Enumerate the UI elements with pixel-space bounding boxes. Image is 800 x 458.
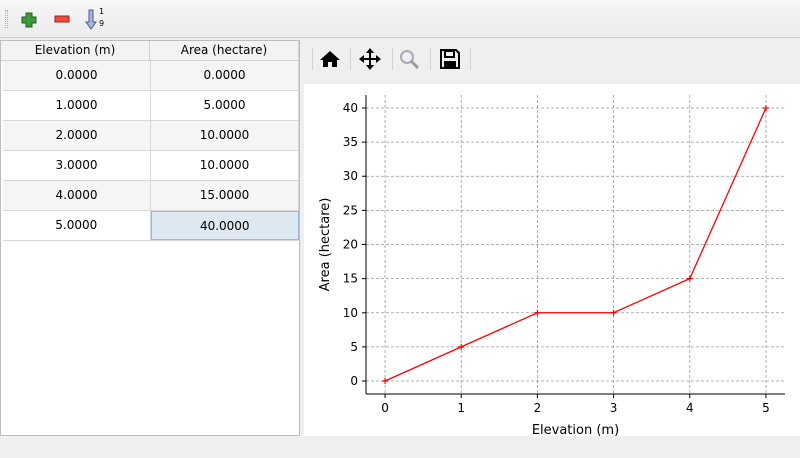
area-cell[interactable]: 5.0000 [151, 91, 299, 120]
table-row[interactable]: 5.0000 40.0000 [3, 211, 299, 241]
x-tick-label: 0 [381, 401, 389, 415]
y-tick-label: 10 [343, 306, 358, 320]
x-tick-label: 1 [457, 401, 465, 415]
table-row[interactable]: 0.0000 0.0000 [3, 61, 299, 91]
x-tick-label: 5 [762, 401, 770, 415]
save-icon [440, 49, 460, 69]
table-header: Elevation (m) Area (hectare) [1, 41, 299, 61]
data-point [686, 275, 693, 282]
y-tick-label: 20 [343, 238, 358, 252]
elevation-cell[interactable]: 3.0000 [3, 151, 151, 180]
elevation-cell[interactable]: 2.0000 [3, 121, 151, 150]
table-row[interactable]: 3.0000 10.0000 [3, 151, 299, 181]
area-cell[interactable]: 10.0000 [151, 121, 299, 150]
elevation-cell[interactable]: 4.0000 [3, 181, 151, 210]
area-cell[interactable]: 0.0000 [151, 61, 299, 90]
pan-icon [359, 48, 381, 70]
remove-row-button[interactable] [51, 8, 73, 30]
toolbar-grip[interactable] [5, 10, 8, 28]
y-tick-label: 0 [350, 374, 358, 388]
area-cell[interactable]: 15.0000 [151, 181, 299, 210]
sort-top-digit: 1 [99, 7, 105, 16]
x-tick-label: 3 [610, 401, 618, 415]
data-point [534, 309, 541, 316]
table-row[interactable]: 2.0000 10.0000 [3, 121, 299, 151]
home-icon [320, 51, 340, 67]
save-button[interactable] [436, 46, 464, 72]
elevation-cell[interactable]: 5.0000 [3, 211, 151, 240]
home-button[interactable] [316, 46, 344, 72]
y-tick-label: 40 [343, 101, 358, 115]
data-point [762, 104, 769, 111]
table-row[interactable]: 1.0000 5.0000 [3, 91, 299, 121]
data-table: Elevation (m) Area (hectare) 0.0000 0.000… [0, 40, 300, 436]
x-tick-label: 2 [534, 401, 542, 415]
zoom-icon [400, 50, 420, 70]
chart-canvas[interactable]: 0 1 2 3 4 5 0 5 10 15 20 25 30 35 40 Elevation (m) Area … [304, 84, 800, 438]
plot-panel: 0 1 2 3 4 5 0 5 10 15 20 25 30 35 40 Elevation (m) Area … [304, 40, 800, 438]
navigation-toolbar [304, 40, 800, 84]
zoom-button[interactable] [396, 46, 424, 72]
data-point [382, 378, 389, 385]
sort-bottom-digit: 9 [99, 19, 105, 28]
y-tick-label: 25 [343, 203, 358, 217]
column-header-elevation[interactable]: Elevation (m) [1, 41, 150, 60]
x-tick-label: 4 [686, 401, 694, 415]
area-cell[interactable]: 40.0000 [150, 211, 299, 240]
y-tick-label: 15 [343, 272, 358, 286]
table-row[interactable]: 4.0000 15.0000 [3, 181, 299, 211]
y-tick-label: 5 [350, 340, 358, 354]
column-header-area[interactable]: Area (hectare) [150, 41, 299, 60]
y-axis-label: Area (hectare) [318, 198, 333, 292]
data-point [610, 309, 617, 316]
data-point [458, 343, 465, 350]
elevation-cell[interactable]: 0.0000 [3, 61, 151, 90]
series-line [384, 107, 767, 382]
main-toolbar: 1 9 [0, 0, 800, 38]
sort-button[interactable]: 1 9 [84, 7, 106, 30]
pan-button[interactable] [356, 46, 384, 72]
y-tick-label: 30 [343, 169, 358, 183]
line-chart: 0 1 2 3 4 5 0 5 10 15 20 25 30 35 40 Elevation (m) Area … [318, 95, 785, 438]
y-tick-label: 35 [343, 135, 358, 149]
remove-row-icon [54, 15, 70, 23]
x-axis-label: Elevation (m) [532, 423, 619, 436]
area-cell[interactable]: 10.0000 [151, 151, 299, 180]
add-row-icon [21, 12, 37, 28]
elevation-cell[interactable]: 1.0000 [3, 91, 151, 120]
sort-ascending-icon [85, 9, 97, 30]
add-row-button[interactable] [18, 8, 40, 30]
